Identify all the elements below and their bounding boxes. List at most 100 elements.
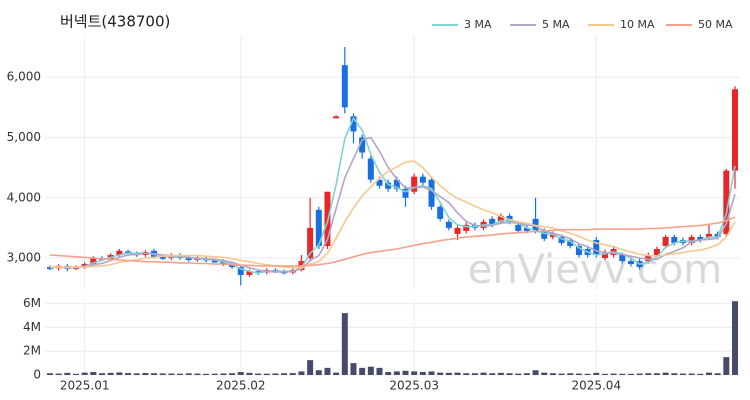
volume-bar <box>705 372 712 375</box>
candle-body <box>90 258 97 265</box>
volume-bar <box>558 373 565 375</box>
volume-bar <box>419 372 426 375</box>
candle-body <box>497 215 504 222</box>
candle-body <box>315 209 322 246</box>
volume-bar <box>133 373 140 375</box>
volume-bar <box>688 373 695 375</box>
volume-bar <box>298 371 305 375</box>
volume-bar <box>480 372 487 375</box>
y-tick-label: 4,000 <box>7 190 41 204</box>
volume-bar <box>220 373 227 375</box>
volume-bar <box>315 370 322 375</box>
volume-bar <box>714 373 721 375</box>
candle-body <box>732 89 738 171</box>
volume-bar <box>497 372 504 375</box>
y-tick-label: 5,000 <box>7 130 41 144</box>
candle-body <box>723 170 730 234</box>
volume-bar <box>471 373 478 375</box>
candle-body <box>601 252 608 259</box>
volume-bar <box>333 372 340 375</box>
candle-body <box>393 179 400 189</box>
volume-bar <box>385 372 392 375</box>
volume-bar <box>532 370 539 375</box>
volume-bar <box>81 372 88 375</box>
candle-body <box>246 271 253 275</box>
volume-bar <box>567 373 574 375</box>
volume-tick-label: 2M <box>23 344 41 358</box>
candle-body <box>47 267 53 270</box>
candle-body <box>558 236 565 243</box>
candle-body <box>515 224 522 231</box>
volume-bar <box>393 371 400 375</box>
volume-tick-label: 4M <box>23 320 41 334</box>
volume-bar <box>90 372 97 375</box>
candle-body <box>567 239 574 246</box>
volume-bar <box>523 373 530 375</box>
volume-bar <box>185 373 192 375</box>
volume-bar <box>506 373 513 375</box>
candle-body <box>359 137 366 153</box>
candle-body <box>402 188 409 198</box>
volume-bar <box>549 373 556 375</box>
volume-bar <box>723 357 730 375</box>
candle-body <box>688 236 695 243</box>
volume-bar <box>73 373 80 375</box>
legend-label: 3 MA <box>464 18 492 31</box>
volume-bar <box>411 371 418 375</box>
candle-body <box>697 236 704 240</box>
volume-bar <box>627 373 634 375</box>
candle-body <box>81 264 88 268</box>
candle-body <box>627 261 634 265</box>
volume-bar <box>272 373 279 375</box>
ma-line <box>50 160 736 269</box>
legend-label: 5 MA <box>542 18 570 31</box>
volume-bar <box>376 367 383 375</box>
volume-bar <box>350 363 357 375</box>
candle-body <box>411 176 418 192</box>
ma-line <box>49 216 736 267</box>
legend-label: 10 MA <box>620 18 655 31</box>
volume-bar <box>584 373 591 375</box>
volume-bar <box>515 373 522 375</box>
candle-body <box>645 255 652 262</box>
y-tick-label: 6,000 <box>7 70 41 84</box>
candle-body <box>523 227 530 231</box>
x-tick-label: 2025.04 <box>571 379 621 393</box>
chart-title: 버넥트(438700) <box>60 13 170 31</box>
candle-body <box>116 250 123 256</box>
ma-line <box>49 136 736 273</box>
background <box>45 35 740 376</box>
volume-bar <box>168 373 175 375</box>
volume-bar <box>64 372 71 375</box>
candle-body <box>211 260 218 263</box>
volume-tick-label: 0 <box>33 368 41 382</box>
candle-body <box>229 264 236 268</box>
volume-bar <box>489 373 496 375</box>
volume-bar <box>255 373 262 375</box>
volume-bar <box>732 301 738 375</box>
volume-bar <box>593 372 600 375</box>
candle-body <box>333 116 340 119</box>
candle-body <box>705 233 712 237</box>
volume-bar <box>281 373 288 375</box>
volume-bar <box>324 367 331 375</box>
volume-bar <box>142 372 149 375</box>
candle-body <box>159 256 166 259</box>
volume-bar <box>428 371 435 375</box>
candle-body <box>419 176 426 183</box>
volume-bar <box>211 373 218 375</box>
candle-body <box>575 245 582 256</box>
volume-bar <box>601 373 608 375</box>
volume-bar <box>636 373 643 375</box>
volume-bar <box>116 372 123 375</box>
volume-bar <box>671 373 678 375</box>
x-tick-label: 2025.01 <box>60 379 110 393</box>
volume-bar <box>151 373 158 375</box>
candle-body <box>350 116 357 132</box>
volume-bar <box>662 372 669 375</box>
volume-bar <box>454 372 461 375</box>
volume-bar <box>619 373 626 375</box>
volume-bar <box>203 373 210 375</box>
candle-body <box>489 218 496 225</box>
